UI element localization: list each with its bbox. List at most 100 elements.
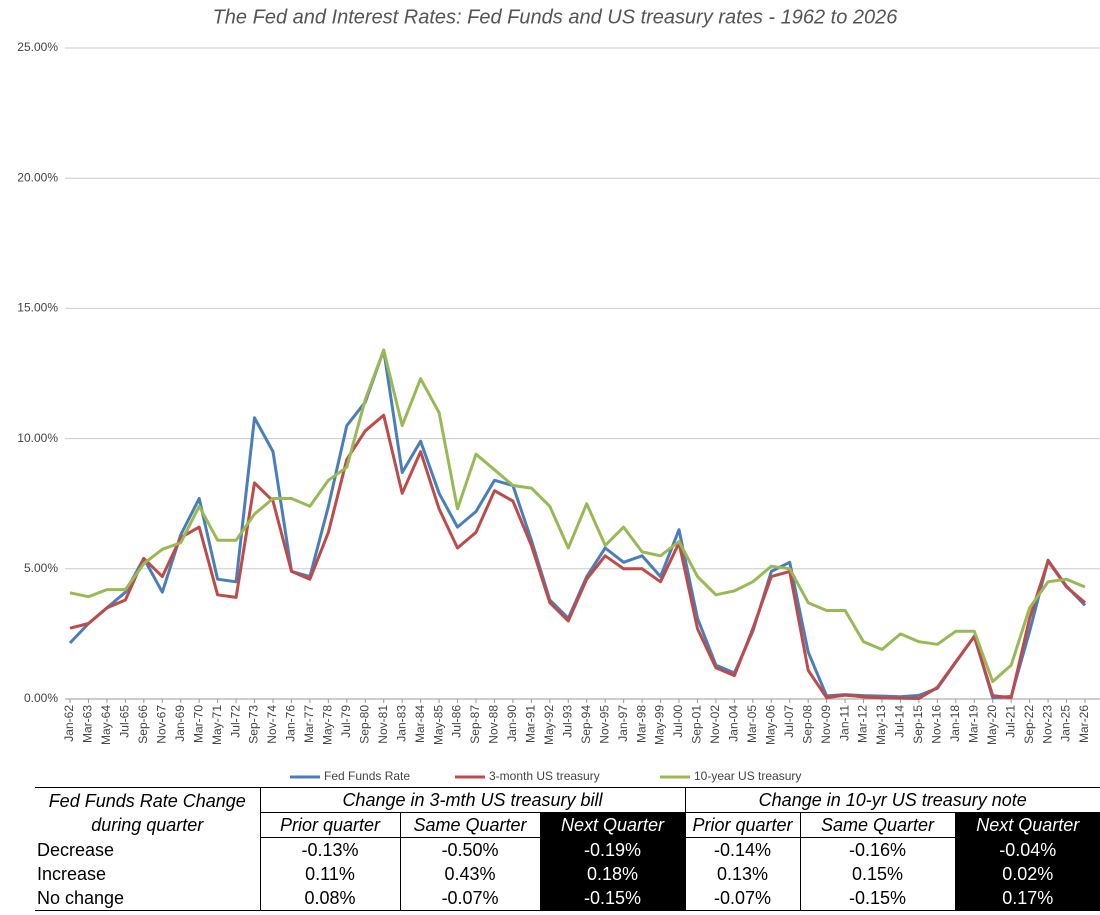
y-tick-label: 20.00%	[17, 170, 58, 184]
table-cell: 0.13%	[684, 862, 800, 886]
x-tick-label: Jan-18	[948, 705, 962, 742]
x-tick-label: Jul-14	[893, 705, 907, 738]
table-cell: -0.14%	[684, 837, 800, 862]
x-tick-label: Jan-11	[837, 705, 851, 741]
x-tick-label: Mar-26	[1077, 705, 1091, 743]
x-tick-label: Sep-94	[579, 705, 593, 744]
x-tick-label: Sep-08	[800, 705, 814, 744]
x-tick-label: Mar-84	[413, 705, 427, 743]
x-tick-label: Jan-76	[284, 705, 298, 742]
x-tick-label: Mar-70	[191, 705, 205, 743]
x-tick-label: Mar-05	[745, 705, 759, 743]
subheader-cell: Same Quarter	[399, 812, 540, 838]
x-tick-label: Nov-74	[265, 705, 279, 744]
x-tick-label: Nov-16	[930, 705, 944, 744]
x-tick-label: Jan-83	[394, 705, 408, 742]
x-tick-label: Sep-73	[247, 705, 261, 744]
x-tick-label: Mar-98	[634, 705, 648, 743]
row-label: Increase	[37, 864, 107, 884]
x-tick-label: May-99	[653, 705, 667, 745]
y-tick-label: 0.00%	[24, 691, 58, 705]
x-tick-label: Nov-81	[376, 705, 390, 744]
table-cell: -0.07%	[399, 886, 540, 911]
x-tick-label: Mar-91	[524, 705, 538, 743]
x-tick-label: Mar-77	[302, 705, 316, 743]
x-tick-label: Jul-86	[450, 705, 464, 738]
table-row: No change 0.08% -0.07% -0.15% -0.07% -0.15% 0.…	[35, 886, 1100, 911]
x-tick-label: Sep-15	[911, 705, 925, 744]
table-cell: -0.15%	[539, 886, 685, 911]
x-tick-label: Jan-04	[727, 705, 741, 742]
legend-label: 3-month US treasury	[489, 769, 600, 783]
x-tick-label: Jan-90	[505, 705, 519, 742]
chart-title: The Fed and Interest Rates: Fed Funds an…	[213, 6, 899, 28]
legend-label: Fed Funds Rate	[324, 769, 410, 783]
x-tick-label: Jan-69	[173, 705, 187, 742]
table-cell: 0.08%	[259, 886, 400, 911]
subheader-cell: Same Quarter	[799, 812, 955, 838]
x-tick-label: Nov-95	[597, 705, 611, 744]
y-tick-label: 25.00%	[17, 40, 58, 54]
x-tick-label: May-92	[542, 705, 556, 745]
x-tick-label: Mar-12	[856, 705, 870, 743]
x-tick-label: Sep-22	[1022, 705, 1036, 744]
table-cell: 0.43%	[399, 862, 540, 886]
x-tick-label: Nov-23	[1040, 705, 1054, 744]
x-tick-label: Nov-09	[819, 705, 833, 744]
row-label: Decrease	[37, 839, 115, 860]
header-cell: Fed Funds Rate Change during quarter	[35, 787, 260, 838]
row-label: No change	[35, 886, 260, 911]
x-tick-label: Jul-00	[671, 705, 685, 738]
x-tick-label: Sep-87	[468, 705, 482, 744]
summary-table: Fed Funds Rate Change during quarter Cha…	[35, 787, 1100, 911]
chart: The Fed and Interest Rates: Fed Funds an…	[17, 6, 1100, 783]
x-tick-label: May-13	[874, 705, 888, 745]
x-tick-label: Jul-72	[228, 705, 242, 738]
table-cell: -0.15%	[799, 886, 955, 911]
table-cell: -0.50%	[399, 837, 540, 862]
subheader-cell: Prior quarter	[684, 812, 800, 838]
x-tick-label: Nov-67	[154, 705, 168, 744]
x-tick-label: Jan-97	[616, 705, 630, 742]
y-tick-label: 15.00%	[17, 301, 58, 315]
table-cell: 0.15%	[799, 862, 955, 886]
table-cell: 0.11%	[259, 862, 400, 886]
x-tick-label: Jan-62	[62, 705, 76, 742]
x-tick-label: Nov-02	[708, 705, 722, 744]
legend-label: 10-year US treasury	[694, 769, 801, 783]
x-tick-label: May-85	[431, 705, 445, 745]
table-cell: 0.02%	[954, 862, 1100, 886]
x-tick-label: May-64	[99, 705, 113, 745]
x-tick-label: Jul-07	[782, 705, 796, 738]
x-tick-label: May-06	[763, 705, 777, 745]
x-tick-label: Jul-21	[1003, 705, 1017, 738]
subheader-cell: Next Quarter	[954, 812, 1100, 838]
x-tick-label: Jul-93	[560, 705, 574, 738]
table-cell: -0.16%	[799, 837, 955, 862]
table-cell: 0.18%	[539, 862, 685, 886]
table-cell: -0.07%	[684, 886, 800, 911]
x-tick-label: Jul-79	[339, 705, 353, 738]
y-tick-label: 10.00%	[17, 431, 58, 445]
table-row: Increase 0.11% 0.43% 0.18% 0.13% 0.15% 0.02%	[35, 862, 1100, 886]
x-tick-label: Mar-19	[966, 705, 980, 743]
x-tick-label: May-78	[321, 705, 335, 745]
subheader-cell: Prior quarter	[259, 812, 400, 838]
x-tick-label: Sep-80	[357, 705, 371, 744]
table-cell: -0.19%	[539, 837, 685, 862]
x-tick-label: Jul-65	[118, 705, 132, 738]
y-tick-label: 5.00%	[24, 561, 58, 575]
x-tick-label: Jan-25	[1059, 705, 1073, 742]
x-tick-label: Sep-66	[136, 705, 150, 744]
series-line	[69, 413, 1086, 700]
header-cell: Change in 3-mth US treasury bill	[259, 787, 685, 813]
subheader-cell: Next Quarter	[539, 812, 685, 838]
table-row: Decrease -0.13% -0.50% -0.19% -0.14% -0.16% -0…	[35, 837, 1100, 862]
x-tick-label: May-71	[210, 705, 224, 745]
header-cell: Change in 10-yr US treasury note	[684, 787, 1100, 813]
table-cell: 0.17%	[954, 886, 1100, 911]
table-cell: -0.04%	[954, 837, 1100, 862]
x-tick-label: Sep-01	[690, 705, 704, 744]
x-tick-label: Mar-63	[81, 705, 95, 743]
